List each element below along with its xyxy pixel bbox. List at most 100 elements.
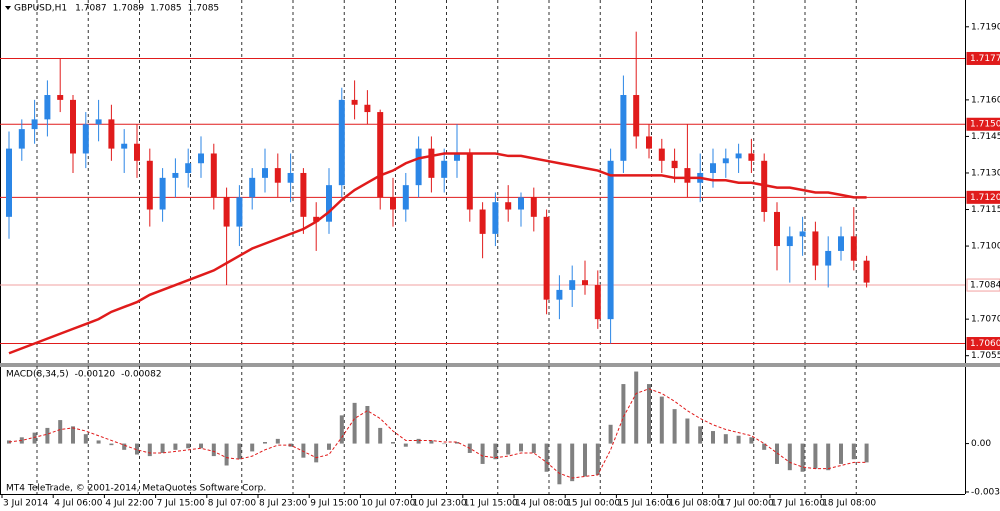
price-level-box	[966, 278, 1000, 292]
macd-bar	[595, 443, 600, 475]
macd-bar	[352, 402, 357, 444]
candle-body	[735, 153, 742, 159]
macd-bar	[570, 443, 575, 482]
candle-body	[825, 250, 832, 266]
candle-body	[185, 163, 192, 173]
candle-body	[223, 197, 230, 227]
macd-bar	[775, 443, 779, 464]
y-tick-label: 1.7130	[971, 168, 1000, 178]
symbol-title: GBPUSD,H1	[14, 4, 67, 14]
candle-body	[146, 160, 153, 210]
x-tick-label: 11 Jul 15:00	[464, 499, 518, 509]
signal-line	[8, 388, 867, 479]
macd-bar	[173, 443, 178, 450]
candle-body	[390, 197, 396, 210]
candle-body	[582, 280, 588, 286]
candle-body	[300, 172, 307, 217]
macd-bar	[531, 443, 536, 453]
candle-body	[274, 168, 281, 183]
macd-bar	[659, 396, 664, 444]
macd-bar	[442, 443, 447, 445]
candle-body	[454, 153, 460, 161]
x-tick-label: 10 Jul 23:00	[413, 499, 467, 509]
candle-body	[428, 148, 435, 178]
macd-bar	[96, 440, 101, 444]
candle-body	[6, 148, 12, 217]
candle-body	[710, 163, 716, 173]
macd-bar	[493, 443, 498, 460]
candle-body	[326, 185, 332, 222]
candle-body	[518, 197, 524, 210]
candle-body	[18, 129, 25, 149]
x-tick-label: 18 Jul 08:00	[822, 499, 876, 509]
macd-bar	[250, 443, 255, 452]
macd-bar	[263, 442, 267, 444]
price-level-label: 1.7084	[970, 281, 1000, 291]
macd-bar	[813, 443, 818, 469]
candle-body	[466, 153, 473, 210]
moving-average	[8, 152, 867, 355]
footer: MT4 TeleTrade, © 2001-2014, MetaQuotes S…	[6, 484, 266, 494]
candle-body	[607, 160, 614, 320]
candle-body	[159, 177, 166, 210]
x-tick-label: 16 Jul 08:00	[669, 499, 723, 509]
price-level-box	[966, 51, 1000, 65]
candle-body	[57, 95, 64, 100]
macd-bar	[506, 443, 511, 455]
candle-body	[95, 119, 102, 125]
x-tick-label: 17 Jul 16:00	[771, 499, 825, 509]
x-tick-label: 7 Jul 15:00	[157, 499, 206, 509]
candle-body	[633, 95, 640, 137]
macd-bar	[583, 443, 587, 477]
candle-body	[351, 99, 358, 105]
candle-body	[658, 148, 665, 161]
candle-body	[121, 143, 128, 149]
macd-bar	[647, 384, 651, 444]
y-tick-label: 1.7055	[971, 351, 1000, 361]
y-tick-label: 1.7100	[971, 242, 1000, 252]
candle-body	[364, 104, 371, 113]
y-tick-label: -0.00309	[971, 487, 1000, 497]
candle-body	[556, 289, 563, 300]
macd-bar	[749, 437, 754, 444]
macd-bar	[416, 438, 421, 444]
macd-bar	[327, 443, 331, 450]
macd-bar	[211, 443, 216, 457]
header-value: 1.7085	[188, 4, 220, 14]
x-tick-label: 8 Jul 07:00	[208, 499, 257, 509]
candle-body	[249, 177, 256, 198]
y-tick-label: 0.00	[971, 439, 991, 449]
macd-bar	[275, 438, 280, 444]
candle-body	[415, 148, 422, 186]
candle-body	[620, 95, 627, 161]
macd-bar	[237, 443, 242, 460]
x-tick-label: 8 Jul 23:00	[259, 499, 308, 509]
macd-bar	[685, 418, 690, 444]
macd-bar	[147, 443, 152, 457]
candle-body	[108, 119, 115, 149]
macd-bar	[800, 443, 805, 472]
macd-bar	[58, 420, 63, 444]
x-tick-label: 10 Jul 07:00	[361, 499, 415, 509]
candle-body	[786, 236, 793, 247]
candle-body	[287, 172, 294, 183]
macd-bar	[839, 443, 843, 464]
candle-body	[262, 168, 268, 178]
candle-body	[338, 99, 345, 186]
header-value: -0.00082	[121, 370, 161, 380]
macd-bar	[711, 431, 715, 444]
x-tick-label: 14 Jul 08:00	[515, 499, 569, 509]
macd-bar	[403, 443, 408, 447]
menu-arrow[interactable]	[5, 6, 11, 10]
price-level-label: 1.7150	[970, 120, 1000, 130]
macd-bar	[314, 443, 319, 463]
y-tick-label: 1.7190	[971, 22, 1000, 32]
price-level-box	[966, 190, 1000, 204]
candle-body	[863, 260, 870, 283]
candle-body	[530, 197, 537, 217]
y-tick-label: 1.7145	[971, 132, 1000, 142]
macd-bar	[365, 405, 370, 444]
price-level-box	[966, 337, 1000, 351]
